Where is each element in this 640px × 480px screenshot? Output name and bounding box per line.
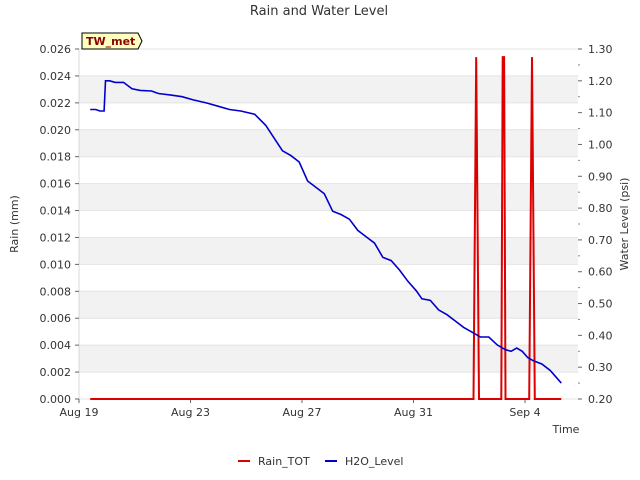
y-right-tick-label: 0.50	[588, 298, 613, 311]
plot-band	[79, 75, 578, 103]
plot-band	[79, 318, 578, 346]
station-badge: TW_met	[81, 32, 143, 50]
x-tick-label: Aug 19	[60, 406, 99, 419]
plot-band	[79, 345, 578, 373]
plot-band	[79, 210, 578, 238]
y-left-tick-label: 0.020	[40, 124, 72, 137]
plot-band	[79, 102, 578, 130]
y-left-tick-label: 0.022	[40, 97, 72, 110]
series-layer	[90, 56, 562, 400]
y-left-tick-label: 0.014	[40, 205, 72, 218]
y-right-tick-label: 1.30	[588, 43, 613, 56]
plot-band	[79, 372, 578, 399]
legend-label-h2o: H2O_Level	[345, 455, 403, 468]
x-tick-label: Sep 4	[509, 406, 540, 419]
x-axis: Aug 19 Aug 23 Aug 27 Aug 31 Sep 4	[60, 399, 541, 419]
y-right-tick-label: 0.90	[588, 170, 613, 183]
y-left-tick-label: 0.002	[40, 366, 72, 379]
x-tick-label: Aug 23	[171, 406, 210, 419]
plot-band	[79, 49, 578, 76]
y-left-tick-label: 0.000	[40, 393, 72, 406]
y-right-tick-label: 0.70	[588, 234, 613, 247]
y-right-tick-label: 0.40	[588, 329, 613, 342]
y-axis-left-title: Rain (mm)	[8, 195, 21, 253]
y-right-tick-label: 0.80	[588, 202, 613, 215]
plot-background	[78, 48, 578, 400]
y-left-tick-label: 0.004	[40, 339, 72, 352]
plot-band	[79, 183, 578, 211]
plot-band	[79, 237, 578, 265]
y-right-tick-label: 1.10	[588, 107, 613, 120]
y-right-tick-label: 1.20	[588, 75, 613, 88]
y-left-tick-label: 0.006	[40, 312, 72, 325]
plot-band	[79, 156, 578, 184]
series-line-h2o-level	[90, 80, 562, 384]
y-left-tick-label: 0.010	[40, 258, 72, 271]
y-axis-right-title: Water Level (psi)	[618, 178, 631, 271]
x-tick-label: Aug 31	[394, 406, 433, 419]
y-left-tick-label: 0.024	[40, 70, 72, 83]
series-line-rain-tot	[90, 56, 562, 400]
plot-band	[79, 291, 578, 319]
y-left-tick-label: 0.012	[40, 231, 72, 244]
x-axis-title: Time	[552, 423, 580, 436]
y-right-tick-label: 1.00	[588, 138, 613, 151]
y-left-tick-label: 0.008	[40, 285, 72, 298]
legend-label-rain: Rain_TOT	[258, 455, 310, 468]
right-axis: 0.20 0.30 0.40 0.50 0.60 0.70 0.80 0.90 1.00 1.10…	[578, 43, 613, 406]
y-right-tick-label: 0.60	[588, 266, 613, 279]
y-right-tick-label: 0.20	[588, 393, 613, 406]
y-left-tick-label: 0.026	[40, 43, 72, 56]
plot-band	[79, 129, 578, 157]
y-right-tick-label: 0.30	[588, 361, 613, 374]
badge-label: TW_met	[86, 35, 135, 48]
x-tick-label: Aug 27	[283, 406, 322, 419]
y-left-tick-label: 0.016	[40, 178, 72, 191]
legend: Rain_TOT H2O_Level	[238, 455, 403, 468]
badge-box	[81, 32, 143, 50]
left-axis: 0.000 0.002 0.004 0.006 0.008 0.010 0.012 0.014…	[40, 43, 79, 406]
plot-band	[79, 264, 578, 292]
y-left-tick-label: 0.018	[40, 151, 72, 164]
chart-title: Rain and Water Level	[250, 4, 388, 19]
